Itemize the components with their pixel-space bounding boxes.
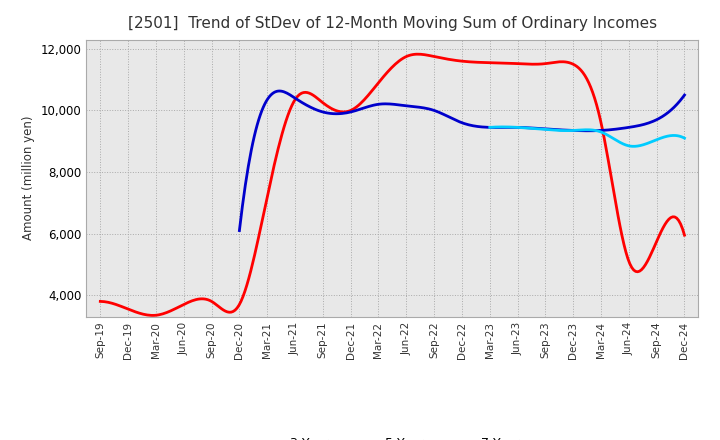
7 Years [651, 138, 660, 143]
3 Years [448, 57, 456, 62]
7 Years [601, 132, 610, 137]
7 Years [602, 132, 611, 137]
Line: 5 Years: 5 Years [239, 91, 685, 231]
5 Years [500, 125, 509, 130]
5 Years [235, 228, 243, 233]
7 Years [629, 144, 638, 149]
3 Years [593, 102, 601, 107]
Legend: 3 Years, 5 Years, 7 Years: 3 Years, 5 Years, 7 Years [254, 432, 531, 440]
3 Years [415, 51, 423, 57]
7 Years [663, 133, 672, 139]
7 Years [486, 125, 495, 130]
Line: 3 Years: 3 Years [100, 54, 685, 315]
7 Years [606, 134, 614, 139]
3 Years [96, 299, 104, 304]
5 Years [640, 121, 649, 127]
Y-axis label: Amount (million yen): Amount (million yen) [22, 116, 35, 240]
7 Years [680, 136, 689, 141]
3 Years [680, 232, 689, 238]
Line: 7 Years: 7 Years [490, 127, 685, 147]
5 Years [502, 125, 510, 130]
3 Years [446, 57, 454, 62]
5 Years [680, 92, 689, 98]
3 Years [629, 268, 638, 273]
7 Years [498, 124, 507, 129]
5 Years [509, 125, 518, 130]
5 Years [275, 88, 284, 94]
5 Years [237, 216, 246, 221]
Title: [2501]  Trend of StDev of 12-Month Moving Sum of Ordinary Incomes: [2501] Trend of StDev of 12-Month Moving… [128, 16, 657, 32]
3 Years [457, 59, 466, 64]
3 Years [149, 313, 158, 318]
5 Years [612, 127, 621, 132]
3 Years [98, 299, 107, 304]
7 Years [485, 125, 494, 130]
